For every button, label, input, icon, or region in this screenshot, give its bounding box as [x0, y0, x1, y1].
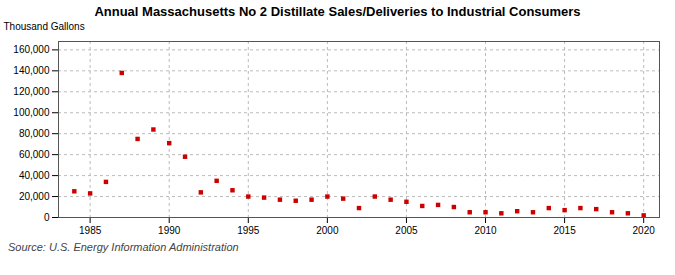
svg-text:2000: 2000 — [316, 225, 339, 236]
html-text:Annual Massachusetts No 2 Dist: Annual Massachusetts No 2 Distillate Sal… — [94, 4, 581, 19]
svg-text:2010: 2010 — [474, 225, 497, 236]
svg-text:2020: 2020 — [633, 225, 656, 236]
svg-text:140,000: 140,000 — [13, 65, 50, 76]
svg-text:0: 0 — [44, 212, 50, 223]
svg-text:60,000: 60,000 — [19, 149, 50, 160]
svg-text:1995: 1995 — [237, 225, 260, 236]
svg-text:1985: 1985 — [79, 225, 102, 236]
svg-text:Thousand Gallons: Thousand Gallons — [4, 21, 85, 32]
svg-text:2005: 2005 — [395, 225, 418, 236]
svg-text:100,000: 100,000 — [13, 107, 50, 118]
svg-text:120,000: 120,000 — [13, 86, 50, 97]
svg-text:1990: 1990 — [158, 225, 181, 236]
svg-text:40,000: 40,000 — [19, 170, 50, 181]
svg-text:2015: 2015 — [553, 225, 576, 236]
svg-text:160,000: 160,000 — [13, 44, 50, 55]
svg-text:80,000: 80,000 — [19, 128, 50, 139]
html-text:Source: U.S. Energy Informatio: Source: U.S. Energy Information Administ… — [8, 241, 239, 253]
svg-text:20,000: 20,000 — [19, 191, 50, 202]
